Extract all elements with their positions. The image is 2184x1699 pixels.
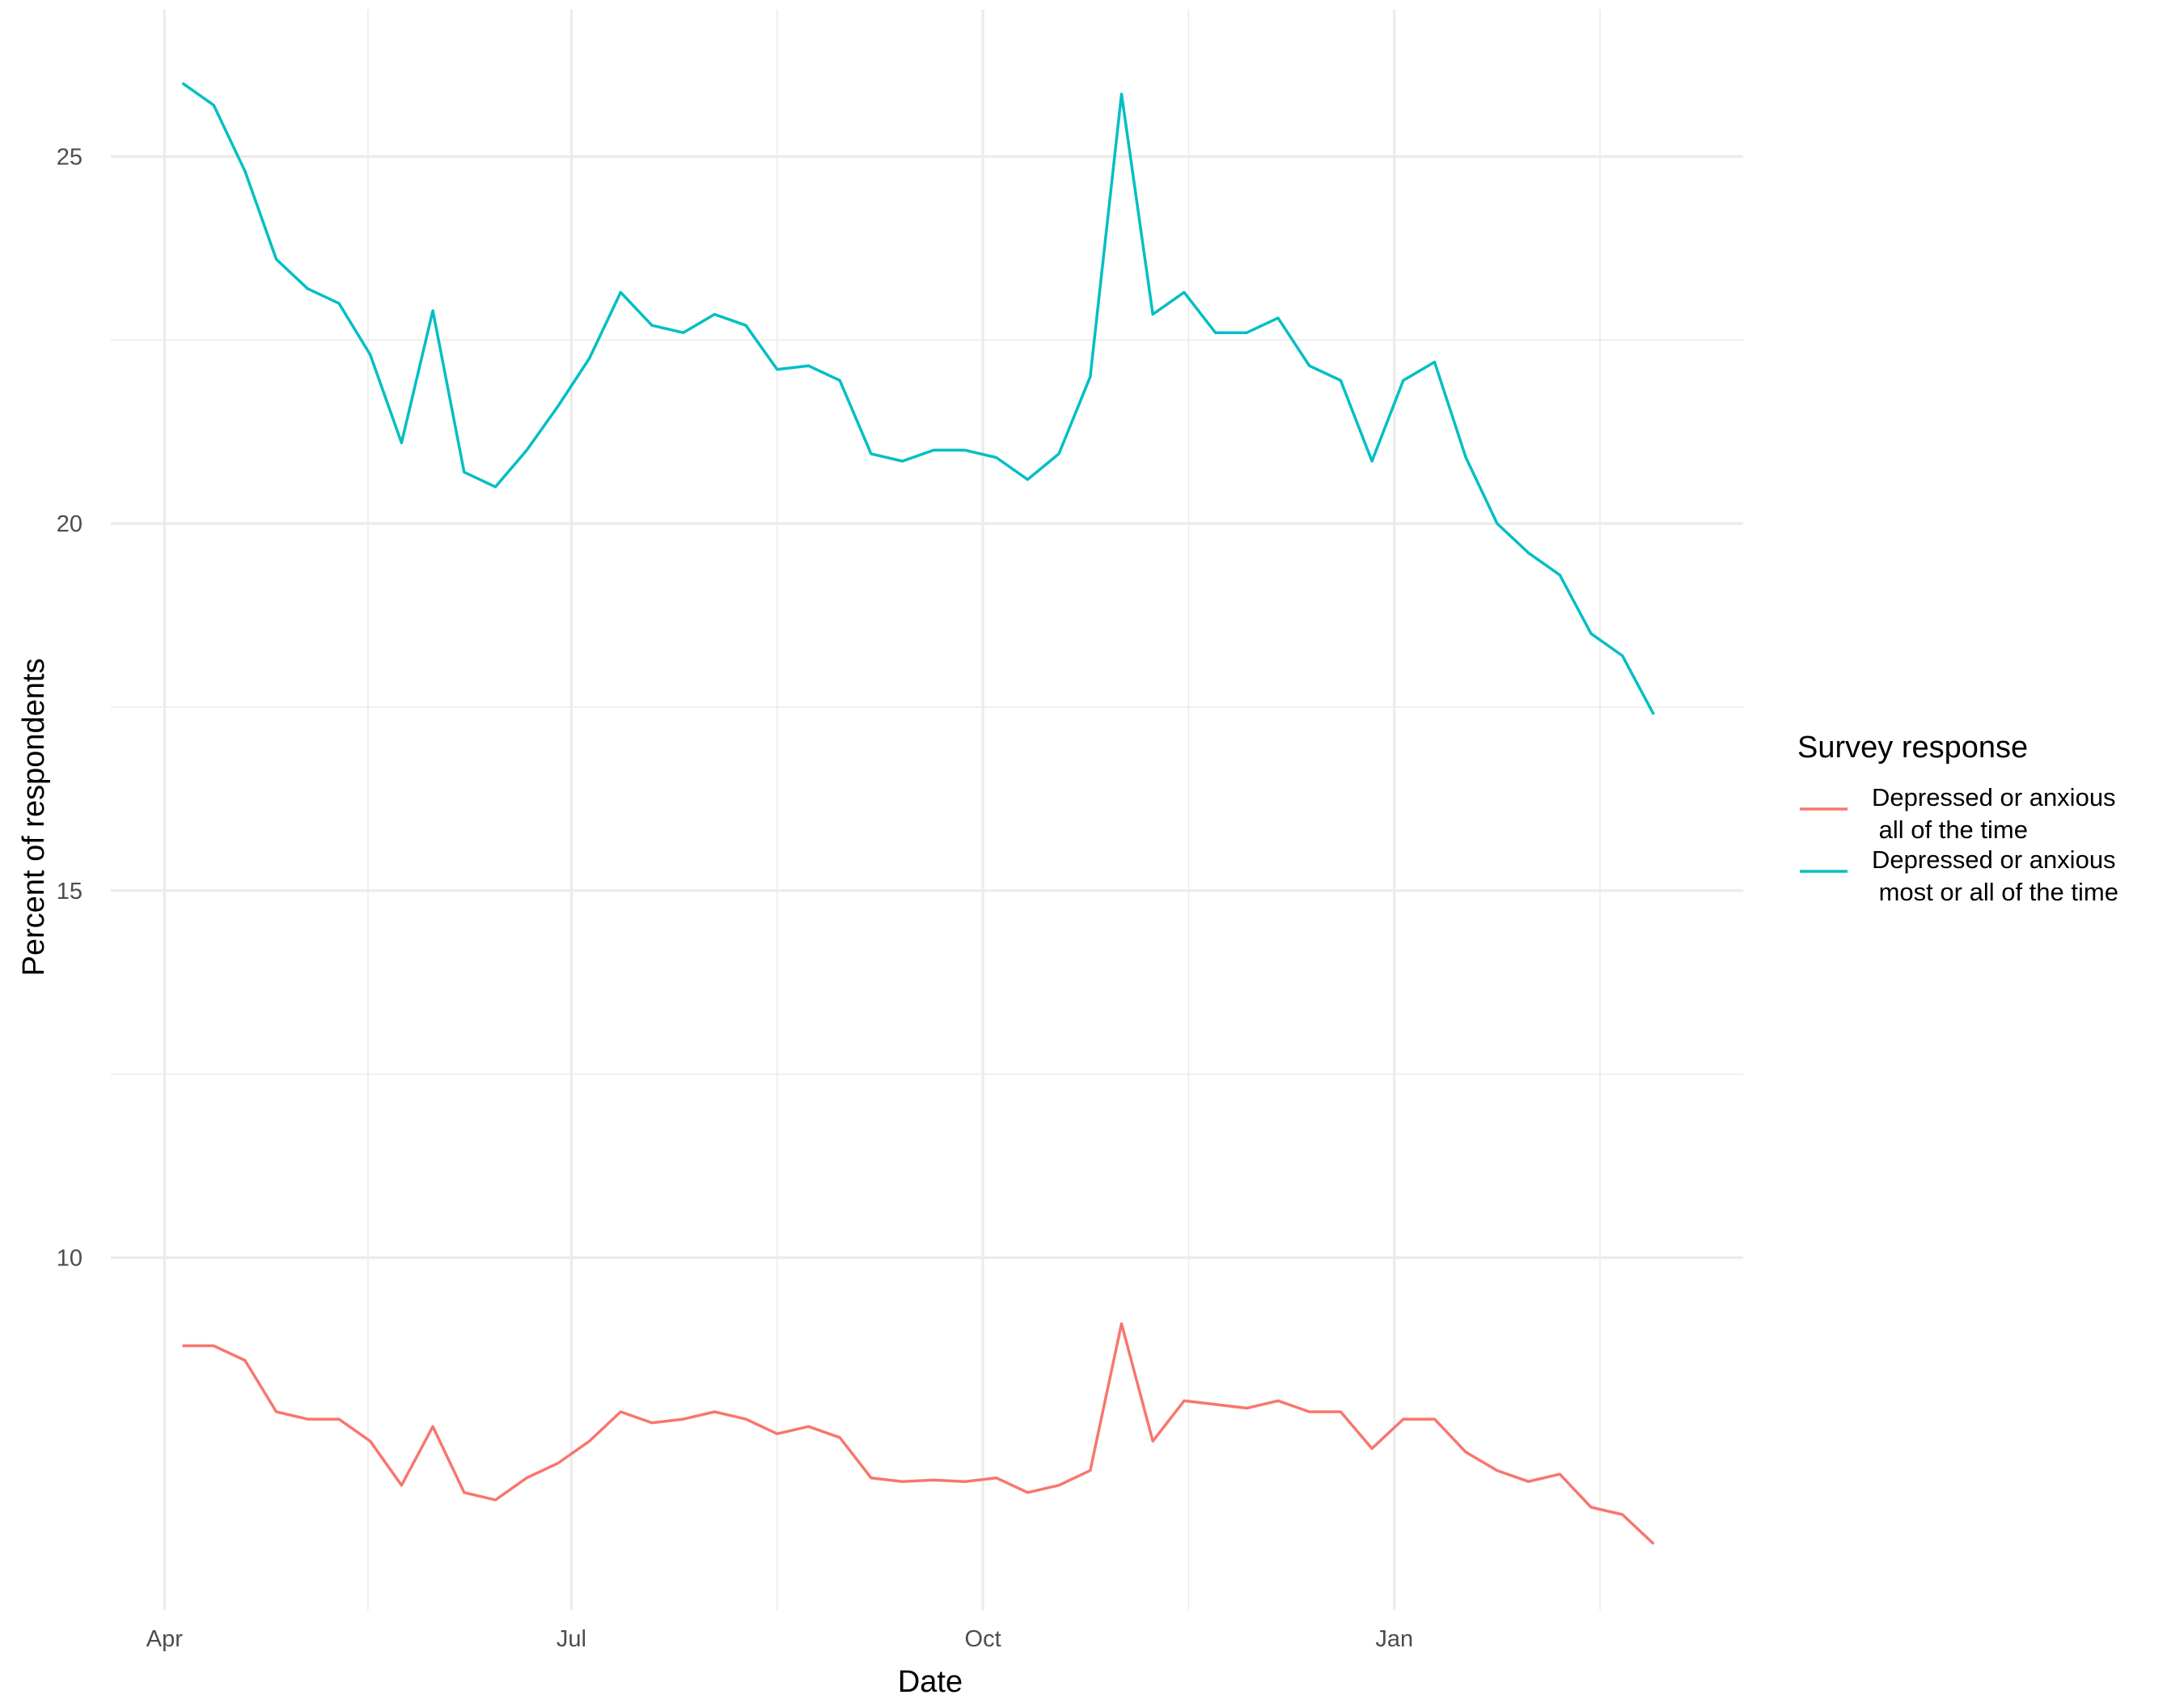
x-tick-label: Oct (965, 1626, 1001, 1652)
x-tick-label: Apr (146, 1626, 183, 1652)
minor-gridlines (111, 10, 1743, 1610)
legend-item-most-or-all-of-the-time: Depressed or anxious most or all of the … (1800, 845, 2118, 906)
legend-label-all-of-the-time-line2: all of the time (1872, 816, 2028, 844)
legend-label-most-or-all-of-the-time-line2: most or all of the time (1872, 878, 2118, 906)
legend-label-all-of-the-time-line1: Depressed or anxious (1872, 783, 2116, 811)
y-tick-label: 20 (57, 511, 83, 537)
legend: Survey response Depressed or anxious all… (1797, 731, 2118, 906)
y-axis-tick-labels: 10 15 20 25 (57, 144, 83, 1271)
major-gridlines (111, 10, 1743, 1610)
legend-label-most-or-all-of-the-time-line1: Depressed or anxious (1872, 845, 2116, 874)
y-axis-title: Percent of respondents (17, 659, 51, 977)
x-tick-label: Jul (557, 1626, 586, 1652)
legend-item-all-of-the-time: Depressed or anxious all of the time (1800, 783, 2116, 844)
legend-title: Survey response (1797, 731, 2028, 765)
y-tick-label: 15 (57, 879, 83, 905)
series-lines (181, 82, 1655, 1545)
x-axis-title: Date (898, 1665, 963, 1699)
x-axis-tick-labels: Apr Jul Oct Jan (146, 1626, 1413, 1652)
y-tick-label: 10 (57, 1245, 83, 1271)
y-tick-label: 25 (57, 144, 83, 170)
series-line-all-of-the-time (182, 1322, 1655, 1545)
series-line-most-or-all-of-the-time (181, 82, 1655, 715)
x-tick-label: Jan (1375, 1626, 1413, 1652)
